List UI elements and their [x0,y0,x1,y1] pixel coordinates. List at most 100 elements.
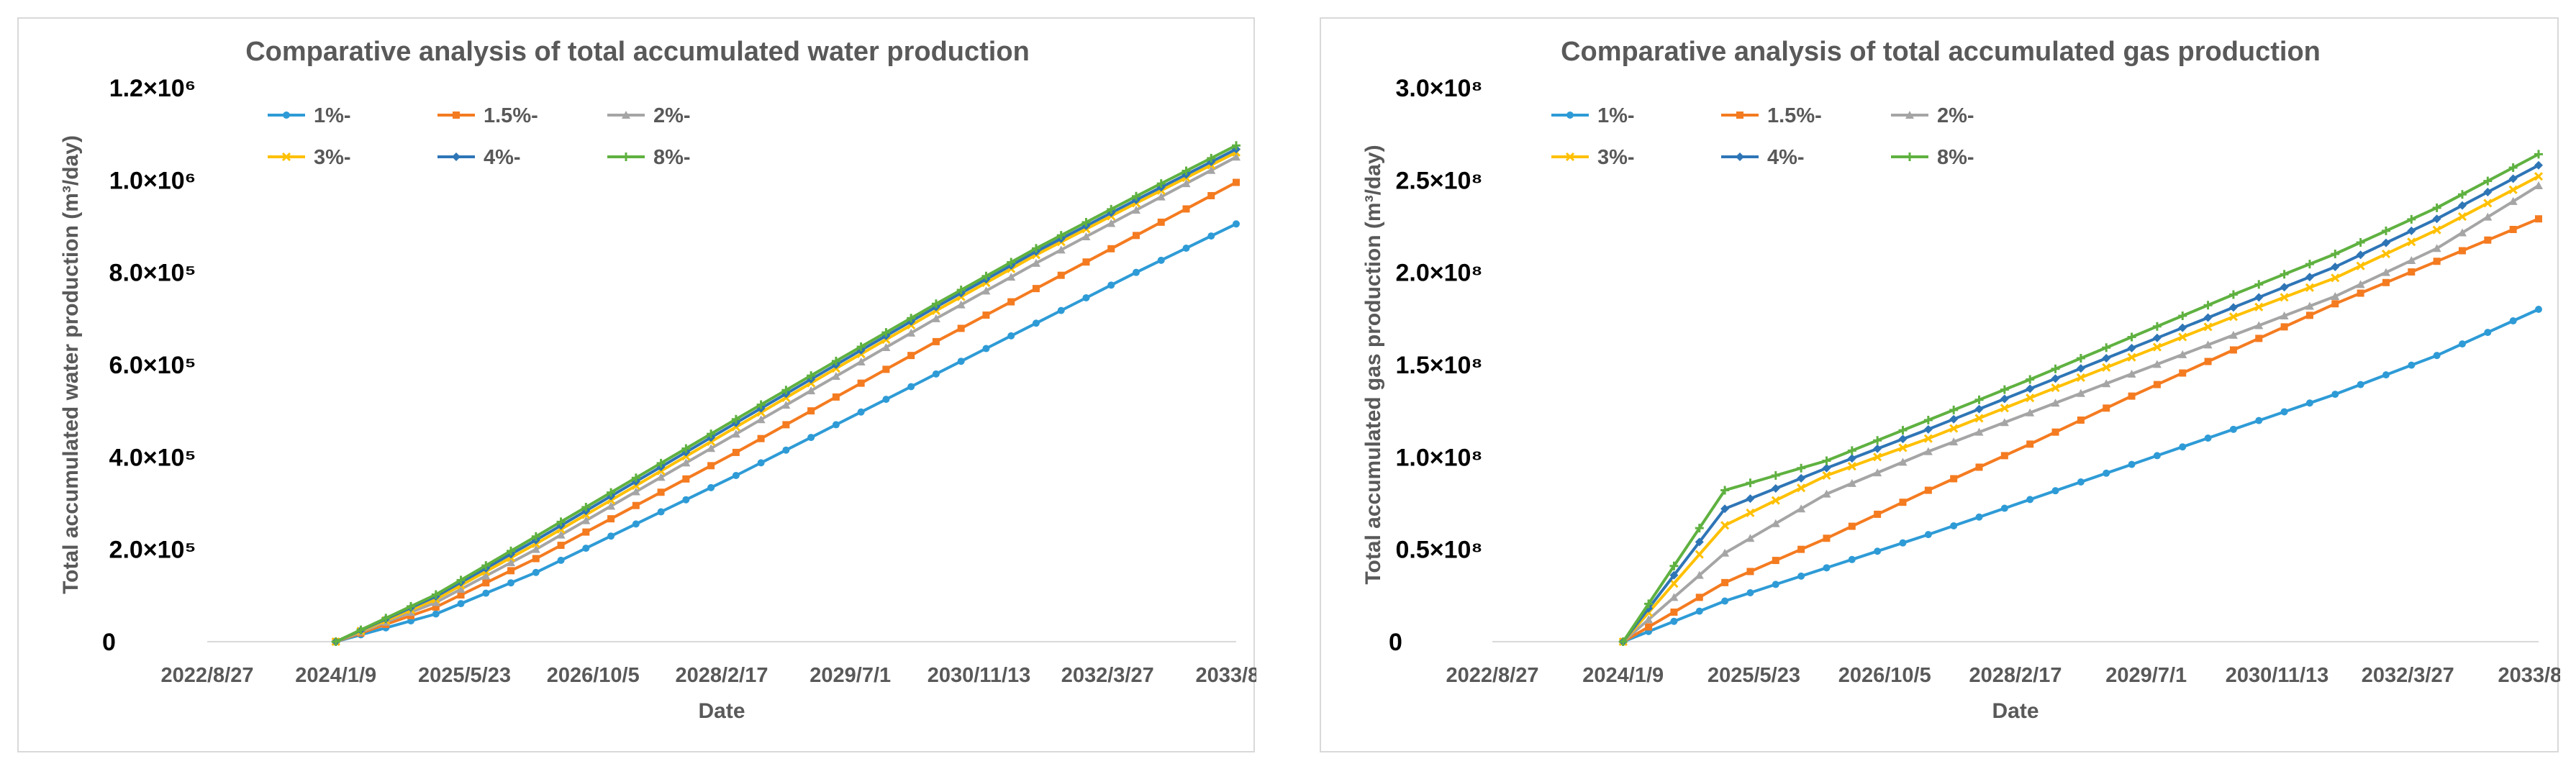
data-point [2153,452,2161,460]
series-line [1622,164,2539,643]
data-point [1618,637,1628,646]
data-point [1695,537,1704,547]
data-point [607,515,615,523]
data-point [2051,374,2060,383]
data-point [731,414,740,424]
x-tick-label: 2025/5/23 [1707,664,1800,687]
data-point [1032,319,1040,327]
data-point [2026,408,2035,417]
data-point [956,286,966,295]
legend-label: 4%- [484,146,521,169]
data-point [2026,375,2035,384]
legend-label: 3%- [314,146,351,169]
series-3pct [1618,172,2544,647]
legend-label: 4%- [1767,146,1805,169]
data-point [1975,513,1983,521]
y-tick-label: 1.0×10⁶ [109,167,196,194]
data-point [531,532,540,541]
x-axis-label: Date [698,699,745,723]
y-tick-label: 6.0×10⁵ [109,352,196,379]
data-point [1950,522,1958,529]
data-point [2484,236,2492,244]
series-4pct [1618,160,2543,646]
data-point [631,487,640,496]
data-point [2534,181,2543,190]
data-point [2204,434,2212,442]
legend-entry: 2%- [1891,104,1974,127]
data-point [407,601,416,611]
data-point [757,434,765,442]
data-point [1670,617,1678,625]
data-point [1847,478,1856,487]
data-point [1924,531,1932,539]
data-point [657,508,665,516]
data-point [2204,358,2212,365]
data-point [2357,381,2364,388]
data-point [1107,219,1116,227]
legend-swatch-marker [1736,112,1743,119]
data-point [907,328,916,337]
data-point [432,610,440,618]
data-point [457,600,465,608]
x-tick-label: 2032/3/27 [2362,664,2454,687]
data-point [1156,179,1166,188]
series-1-5pct [1619,215,2542,645]
y-tick-label: 1.5×10⁸ [1395,352,1482,379]
legend-label: 8%- [653,146,691,169]
data-point [1232,141,1241,150]
data-point [2280,311,2289,319]
data-point [581,516,591,524]
data-point [2127,332,2136,342]
data-point [556,530,566,539]
x-tick-label: 2032/3/27 [1061,664,1154,687]
data-point [2127,343,2136,352]
x-tick-label: 2025/5/23 [418,664,511,687]
data-point [832,421,840,429]
data-point [1746,478,1755,488]
data-point [1644,615,1654,624]
data-point [2229,425,2237,433]
data-point [2127,369,2136,378]
series-1-5pct [332,178,1240,645]
data-point [2228,312,2238,322]
y-tick-label: 2.0×10⁵ [109,537,196,564]
data-point [731,429,740,438]
data-point [1847,462,1856,471]
data-point [481,561,491,570]
chart-title: Comparative analysis of total accumulate… [245,37,1030,67]
data-point [557,556,565,564]
data-point [2203,340,2213,349]
y-tick-label: 3.0×10⁸ [1395,75,1482,102]
data-point [2051,487,2059,495]
data-point [1822,470,1831,481]
data-point [1746,494,1755,504]
data-point [1720,548,1730,557]
data-point [1771,519,1780,527]
data-point [482,589,490,597]
data-point [2458,340,2466,348]
y-tick-label: 0 [102,629,116,656]
data-point [782,446,790,454]
data-point [2457,228,2467,237]
data-point [1772,557,1779,565]
data-point [2152,342,2162,352]
data-point [2152,360,2162,368]
data-point [2026,384,2035,393]
data-point [1131,206,1140,214]
data-point [2280,293,2289,302]
water-production-chart: Comparative analysis of total accumulate… [59,37,1256,723]
data-point [1182,205,1190,213]
data-point [2356,261,2365,270]
data-point [1746,534,1755,542]
data-point [1923,447,1933,455]
data-point [1081,232,1091,240]
legend-swatch-marker [283,112,290,119]
series-line [1622,184,2540,643]
data-point [707,444,716,452]
data-point [2381,226,2390,235]
data-point [2254,321,2264,329]
x-tick-label: 2029/7/1 [809,664,891,687]
series-line [1622,217,2539,643]
data-point [2508,196,2518,205]
data-point [2305,311,2313,319]
